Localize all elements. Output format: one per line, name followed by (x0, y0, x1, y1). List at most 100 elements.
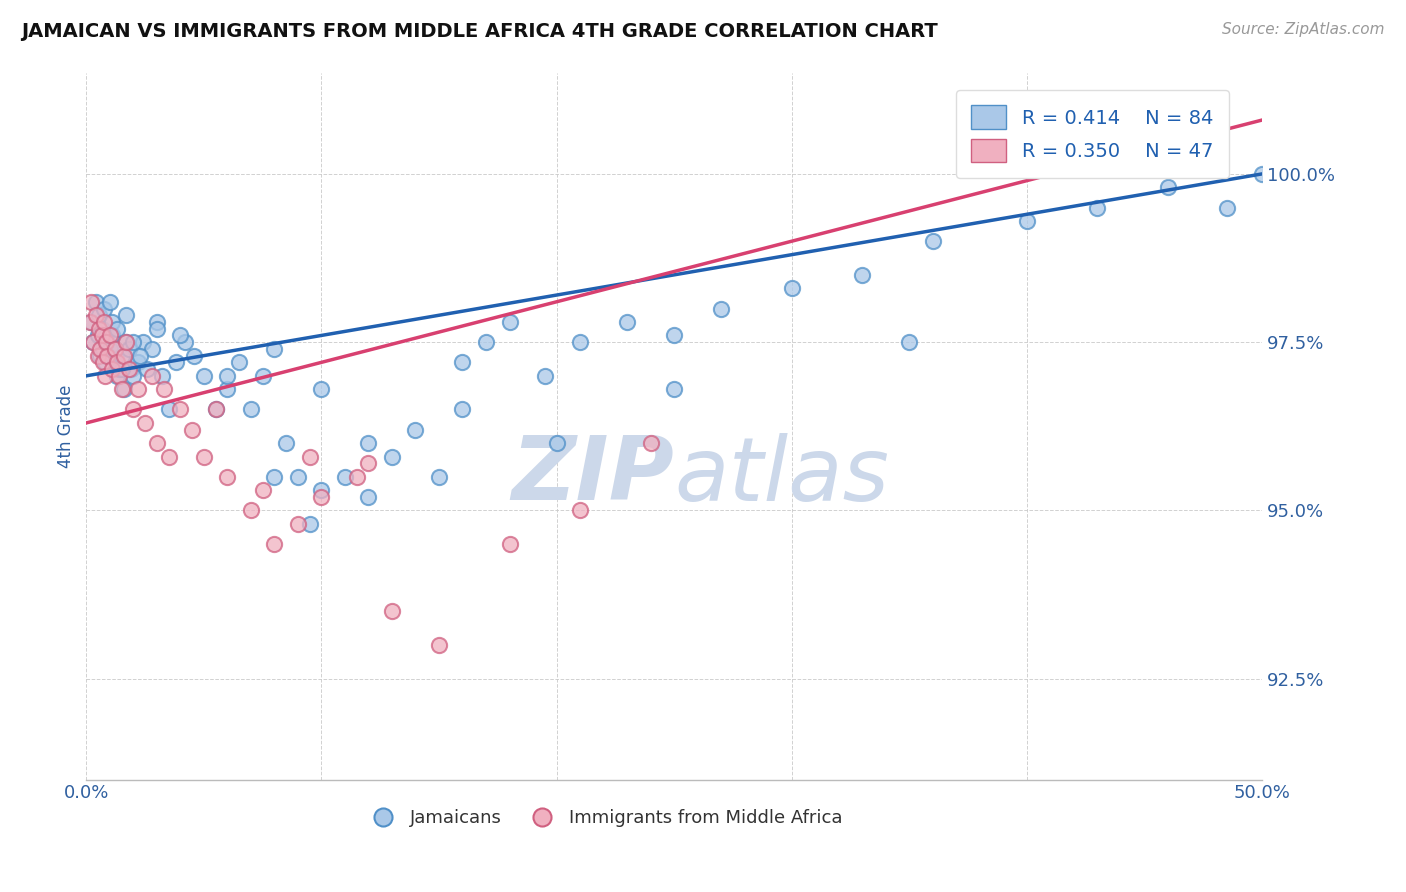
Point (475, 335, 498, 350)
Point (115, 308, 138, 322)
Point (333, 469, 356, 483)
Point (90, 328, 112, 343)
Point (82, 335, 104, 350)
Point (94, 355, 117, 369)
Point (174, 335, 197, 350)
Point (96, 335, 118, 350)
Point (263, 342, 285, 356)
Point (357, 456, 380, 470)
Point (84, 308, 107, 322)
Point (287, 469, 309, 483)
Point (105, 355, 128, 369)
Point (91, 355, 114, 369)
Legend: Jamaicans, Immigrants from Middle Africa: Jamaicans, Immigrants from Middle Africa (357, 802, 849, 834)
Point (122, 335, 145, 350)
Point (546, 436, 568, 450)
Point (117, 342, 139, 356)
Point (217, 368, 239, 383)
Point (89, 342, 111, 356)
Point (217, 469, 239, 483)
Point (103, 342, 125, 356)
Point (150, 368, 173, 383)
Point (115, 335, 138, 350)
Point (239, 402, 262, 417)
Point (298, 516, 321, 531)
Text: Source: ZipAtlas.com: Source: ZipAtlas.com (1222, 22, 1385, 37)
Point (122, 402, 145, 417)
Point (1251, 167, 1274, 181)
Point (96, 349, 118, 363)
Point (101, 315, 124, 329)
Point (569, 335, 592, 350)
Point (404, 423, 426, 437)
Point (1015, 214, 1038, 228)
Point (311, 490, 333, 504)
Point (89, 322, 111, 336)
Point (451, 402, 474, 417)
Point (157, 450, 180, 464)
Point (153, 382, 176, 396)
Point (1215, 201, 1237, 215)
Point (101, 328, 124, 343)
Point (498, 315, 520, 329)
Point (115, 335, 138, 350)
Point (110, 382, 132, 396)
Point (181, 423, 204, 437)
Point (451, 355, 474, 369)
Point (117, 362, 139, 376)
Point (1157, 180, 1180, 194)
Point (1085, 201, 1108, 215)
Point (427, 638, 450, 652)
Point (87, 328, 110, 343)
Point (91, 342, 114, 356)
Point (96, 328, 118, 343)
Point (105, 368, 128, 383)
Point (427, 469, 450, 483)
Point (94, 368, 117, 383)
Text: ZIP: ZIP (512, 433, 673, 519)
Point (357, 490, 380, 504)
Point (263, 469, 285, 483)
Point (193, 450, 215, 464)
Point (169, 328, 191, 343)
Point (183, 349, 205, 363)
Point (239, 503, 262, 517)
Point (110, 349, 132, 363)
Point (108, 368, 131, 383)
Point (263, 537, 285, 551)
Point (96, 335, 118, 350)
Point (79, 315, 101, 329)
Point (311, 382, 333, 396)
Point (105, 322, 128, 336)
Point (298, 450, 321, 464)
Point (122, 368, 145, 383)
Point (357, 436, 380, 450)
Point (217, 382, 239, 396)
Point (165, 355, 187, 369)
Point (780, 281, 803, 295)
Point (346, 469, 368, 483)
Text: atlas: atlas (673, 433, 889, 519)
Point (204, 402, 226, 417)
Point (89, 308, 111, 322)
Point (569, 503, 592, 517)
Point (662, 328, 685, 343)
Point (193, 368, 215, 383)
Point (82, 335, 104, 350)
Point (80, 315, 103, 329)
Point (662, 382, 685, 396)
Point (710, 301, 733, 316)
Point (533, 368, 555, 383)
Point (98, 328, 121, 343)
Y-axis label: 4th Grade: 4th Grade (58, 384, 75, 468)
Point (146, 436, 169, 450)
Point (87, 349, 110, 363)
Point (851, 268, 873, 282)
Point (311, 483, 333, 498)
Point (93, 315, 115, 329)
Point (146, 322, 169, 336)
Point (640, 436, 662, 450)
Point (381, 450, 404, 464)
Point (252, 368, 274, 383)
Point (112, 382, 135, 396)
